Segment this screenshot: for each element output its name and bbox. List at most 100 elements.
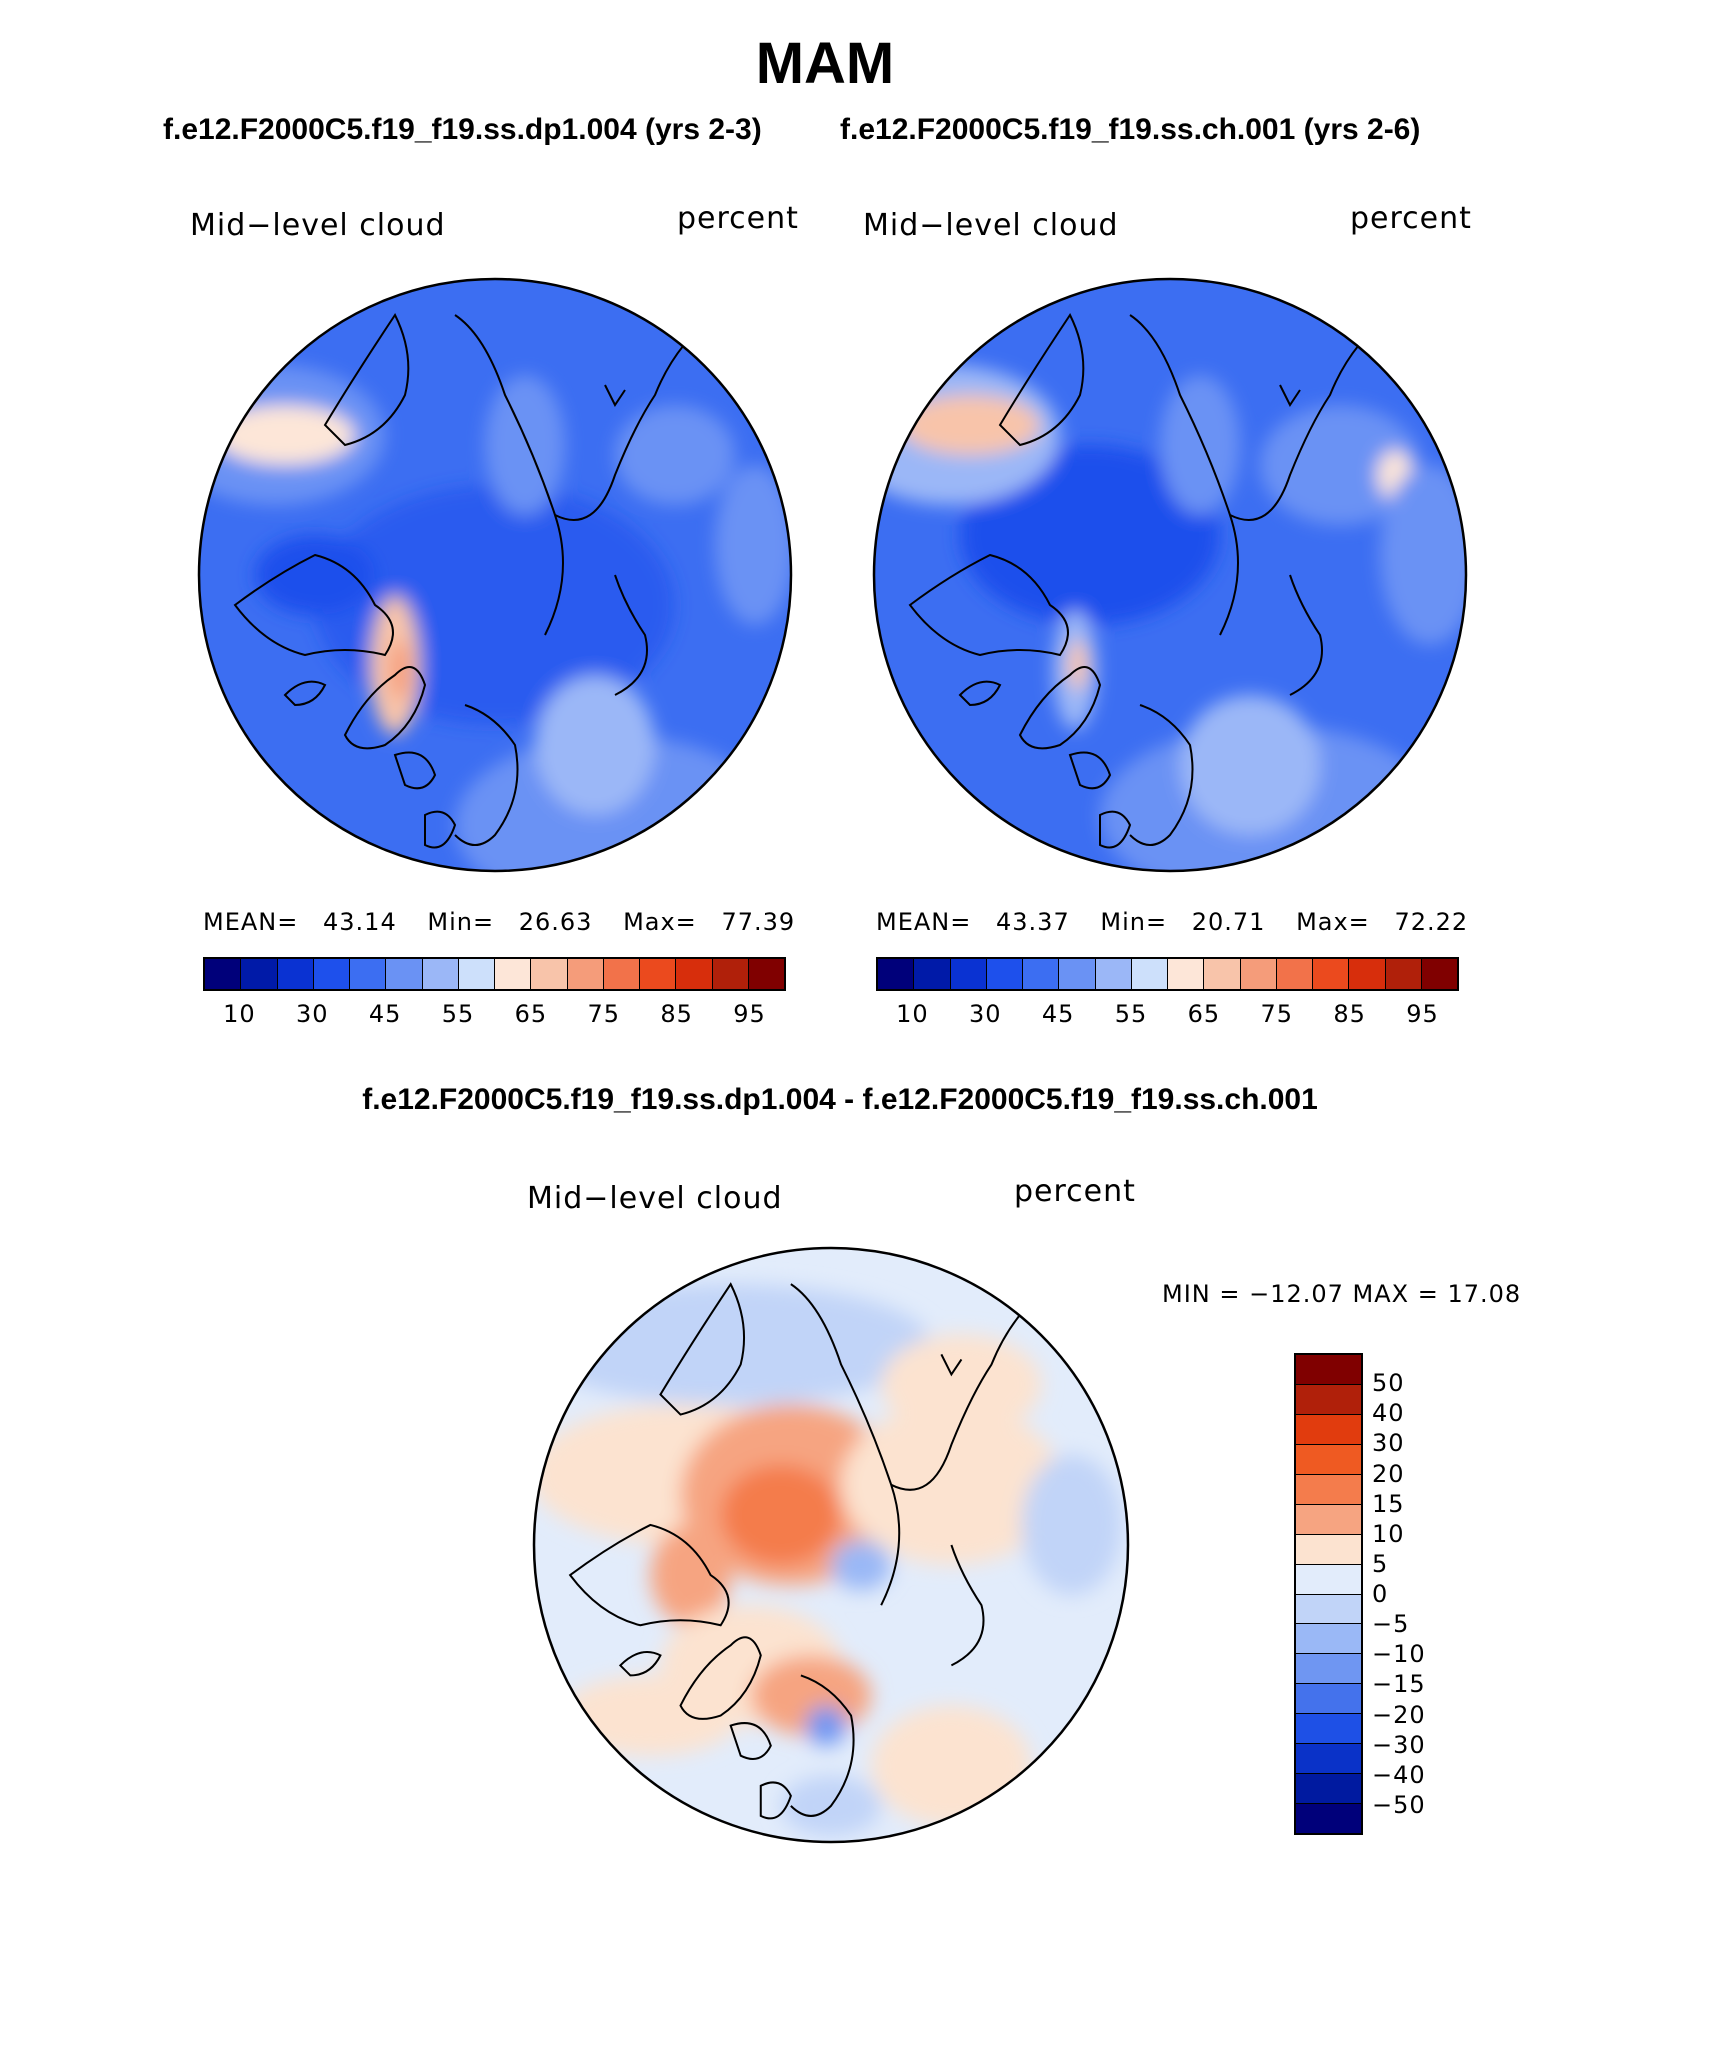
diff-colorbar-tick-label: −50 <box>1372 1790 1426 1819</box>
colorbar-2 <box>876 957 1459 991</box>
diff-colorbar-swatch <box>1296 1684 1361 1715</box>
diff-colorbar-tick-label: −30 <box>1372 1730 1426 1759</box>
diff-colorbar-swatch <box>1296 1624 1361 1655</box>
diff-colorbar-swatch <box>1296 1804 1361 1833</box>
diff-colorbar-tick-label: 15 <box>1372 1489 1405 1518</box>
colorbar-swatch <box>603 959 640 989</box>
diff-colorbar-swatch <box>1296 1355 1361 1385</box>
polar-map-1 <box>197 277 793 873</box>
colorbar-swatch <box>986 959 1023 989</box>
colorbar-swatch <box>1313 959 1350 989</box>
panel-2-mean-value: 43.37 <box>996 908 1070 936</box>
colorbar-swatch <box>1095 959 1132 989</box>
polar-map-2 <box>872 277 1468 873</box>
colorbar-swatch <box>277 959 314 989</box>
colorbar-tick-label: 45 <box>368 1000 402 1028</box>
colorbar-2-labels: 10 30 45 55 65 75 85 95 <box>876 1000 1459 1030</box>
colorbar-tick-label: 30 <box>296 1000 329 1028</box>
panel-1-min-value: 26.63 <box>518 908 593 936</box>
colorbar-tick-label: 95 <box>1406 1000 1439 1028</box>
colorbar-tick-label: 55 <box>441 1000 475 1028</box>
colorbar-tick-label: 85 <box>1333 1000 1366 1028</box>
colorbar-swatch <box>1168 959 1205 989</box>
colorbar-1 <box>203 957 786 991</box>
panel-2-max-label: Max= <box>1296 908 1370 936</box>
panel-1-units: percent <box>677 201 799 236</box>
diff-colorbar-swatch <box>1296 1774 1361 1805</box>
diff-title: f.e12.F2000C5.f19_f19.ss.dp1.004 - f.e12… <box>362 1083 1318 1116</box>
colorbar-swatch <box>1349 959 1386 989</box>
diff-colorbar-swatch <box>1296 1414 1361 1445</box>
colorbar-tick-label: 85 <box>660 1000 693 1028</box>
colorbar-tick-label: 95 <box>733 1000 766 1028</box>
diff-colorbar-swatch <box>1296 1564 1361 1595</box>
colorbar-swatch <box>640 959 677 989</box>
panel-1-mean-value: 43.14 <box>323 908 397 936</box>
colorbar-swatch <box>386 959 423 989</box>
diff-colorbar-tick-label: −40 <box>1372 1760 1426 1789</box>
colorbar-tick-label: 65 <box>1187 1000 1221 1028</box>
panel-2-units: percent <box>1350 201 1472 236</box>
colorbar-tick-label: 30 <box>969 1000 1002 1028</box>
diff-colorbar-tick-label: 5 <box>1372 1549 1389 1578</box>
colorbar-swatch <box>241 959 278 989</box>
diff-colorbar-tick-label: −20 <box>1372 1700 1426 1729</box>
panel-1-max-value: 77.39 <box>721 908 796 936</box>
colorbar-swatch <box>712 959 749 989</box>
diff-colorbar-swatch <box>1296 1474 1361 1505</box>
diff-colorbar-tick-label: 50 <box>1372 1369 1405 1398</box>
colorbar-tick-label: 75 <box>587 1000 621 1028</box>
colorbar-swatch <box>1240 959 1277 989</box>
colorbar-tick-label: 10 <box>223 1000 256 1028</box>
diff-colorbar-swatch <box>1296 1534 1361 1565</box>
colorbar-swatch <box>495 959 532 989</box>
panel-2-mean-label: MEAN= <box>876 908 972 936</box>
panel-1-stats: MEAN= 43.14 Min= 26.63 Max= 77.39 <box>203 908 795 936</box>
colorbar-swatch <box>313 959 350 989</box>
diff-colorbar-swatch <box>1296 1444 1361 1475</box>
colorbar-tick-label: 65 <box>514 1000 548 1028</box>
main-title: MAM <box>755 31 895 96</box>
colorbar-swatch <box>1421 959 1457 989</box>
colorbar-1-labels: 10 30 45 55 65 75 85 95 <box>203 1000 786 1030</box>
panel-1-max-label: Max= <box>623 908 697 936</box>
colorbar-swatch <box>350 959 387 989</box>
colorbar-swatch <box>914 959 951 989</box>
diff-colorbar-swatch <box>1296 1384 1361 1415</box>
diff-colorbar-swatch <box>1296 1654 1361 1685</box>
colorbar-swatch <box>1385 959 1422 989</box>
colorbar-swatch <box>676 959 713 989</box>
colorbar-swatch <box>1131 959 1168 989</box>
diff-minmax: MIN = −12.07 MAX = 17.08 <box>1162 1280 1522 1308</box>
colorbar-swatch <box>205 959 242 989</box>
colorbar-tick-label: 55 <box>1114 1000 1148 1028</box>
diff-colorbar <box>1294 1353 1363 1835</box>
colorbar-swatch <box>1023 959 1060 989</box>
colorbar-swatch <box>1059 959 1096 989</box>
diff-colorbar-tick-label: 40 <box>1372 1399 1405 1428</box>
diff-colorbar-tick-label: −5 <box>1372 1610 1410 1639</box>
panel-1-min-label: Min= <box>427 908 495 936</box>
colorbar-swatch <box>458 959 495 989</box>
diff-colorbar-tick-label: 10 <box>1372 1519 1405 1548</box>
colorbar-swatch <box>748 959 784 989</box>
colorbar-swatch <box>567 959 604 989</box>
diff-variable: Mid−level cloud <box>527 1181 783 1216</box>
panel-1-variable: Mid−level cloud <box>190 208 446 243</box>
diff-colorbar-tick-label: 20 <box>1372 1459 1405 1488</box>
colorbar-swatch <box>531 959 568 989</box>
diff-colorbar-tick-label: 0 <box>1372 1580 1389 1608</box>
panel-2-min-value: 20.71 <box>1191 908 1266 936</box>
panel-2-stats: MEAN= 43.37 Min= 20.71 Max= 72.22 <box>876 908 1468 936</box>
diff-units: percent <box>1014 1174 1136 1209</box>
colorbar-swatch <box>1276 959 1313 989</box>
colorbar-swatch <box>950 959 987 989</box>
case-title-left: f.e12.F2000C5.f19_f19.ss.dp1.004 (yrs 2-… <box>163 113 762 146</box>
colorbar-tick-label: 75 <box>1260 1000 1294 1028</box>
panel-2-max-value: 72.22 <box>1394 908 1469 936</box>
colorbar-swatch <box>1204 959 1241 989</box>
colorbar-swatch <box>878 959 915 989</box>
diff-colorbar-swatch <box>1296 1714 1361 1745</box>
panel-2-variable: Mid−level cloud <box>863 208 1119 243</box>
panel-2-min-label: Min= <box>1100 908 1168 936</box>
